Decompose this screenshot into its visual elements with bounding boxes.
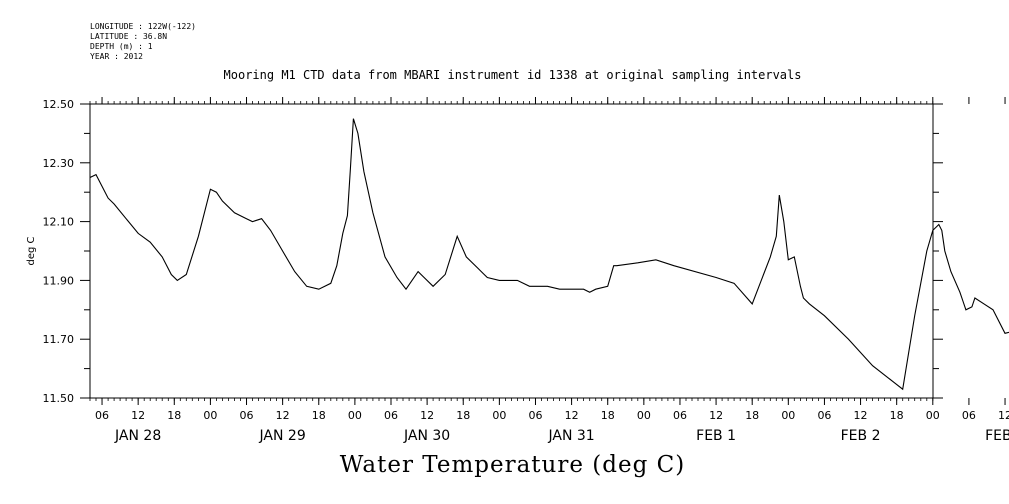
x-hour-label: 00	[492, 409, 506, 422]
x-hour-label: 00	[203, 409, 217, 422]
x-day-label: JAN 30	[403, 428, 450, 444]
x-hour-label: 12	[565, 409, 579, 422]
x-hour-label: 06	[817, 409, 831, 422]
x-minor-ticks	[89, 101, 934, 401]
variable-title: Water Temperature (deg C)	[339, 452, 686, 478]
y-axis-label: deg C	[26, 236, 37, 265]
x-hour-label: 06	[95, 409, 109, 422]
x-hour-label: 00	[348, 409, 362, 422]
x-hour-label: 06	[384, 409, 398, 422]
y-tick-label: 12.30	[43, 157, 75, 170]
x-hour-label: 12	[854, 409, 868, 422]
x-hour-label: 00	[637, 409, 651, 422]
latitude-label: LATITUDE : 36.8N	[90, 32, 168, 41]
x-hour-label: 18	[456, 409, 470, 422]
x-hour-label: 12	[998, 409, 1009, 422]
x-hour-label: 12	[709, 409, 723, 422]
x-hour-label: 06	[528, 409, 542, 422]
x-day-label: FEB 1	[696, 428, 736, 444]
plot-frame	[89, 103, 934, 399]
year-label: YEAR : 2012	[90, 52, 143, 61]
x-day-label: FEB 3	[985, 428, 1009, 444]
x-hour-label: 12	[420, 409, 434, 422]
x-hour-label: 00	[926, 409, 940, 422]
x-day-label: JAN 31	[547, 428, 594, 444]
x-hour-label: 00	[781, 409, 795, 422]
x-hour-label: 18	[312, 409, 326, 422]
y-tick-label: 11.70	[43, 333, 75, 346]
x-hour-label: 12	[131, 409, 145, 422]
x-hour-label: 18	[167, 409, 181, 422]
x-day-label: JAN 29	[259, 428, 306, 444]
temperature-line	[89, 118, 1009, 391]
x-hour-label: 12	[276, 409, 290, 422]
y-tick-label: 11.90	[43, 274, 75, 287]
x-hour-label: 18	[601, 409, 615, 422]
x-hour-label: 18	[890, 409, 904, 422]
longitude-label: LONGITUDE : 122W(-122)	[90, 22, 196, 31]
x-hour-label: 06	[962, 409, 976, 422]
chart-title: Mooring M1 CTD data from MBARI instrumen…	[223, 68, 802, 82]
x-day-label: FEB 2	[841, 428, 881, 444]
y-tick-label: 12.10	[43, 216, 75, 229]
x-hour-label: 06	[240, 409, 254, 422]
x-day-label: JAN 28	[114, 428, 161, 444]
y-tick-label: 11.50	[43, 392, 75, 405]
y-tick-label: 12.50	[43, 98, 75, 111]
depth-label: DEPTH (m) : 1	[90, 42, 153, 51]
x-hour-label: 18	[745, 409, 759, 422]
metadata-block: LONGITUDE : 122W(-122) LATITUDE : 36.8N …	[90, 22, 196, 62]
x-hour-label: 06	[673, 409, 687, 422]
